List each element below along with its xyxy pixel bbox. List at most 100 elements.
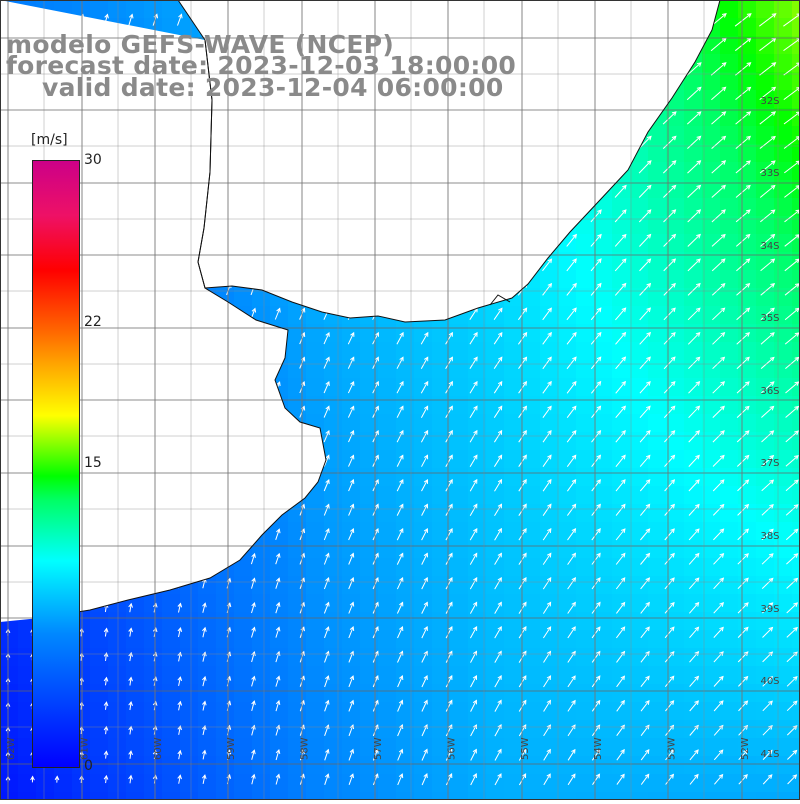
wind-speed-cell — [738, 108, 757, 127]
wind-speed-cell — [630, 162, 649, 181]
wind-speed-cell — [738, 0, 757, 19]
wind-speed-cell — [594, 288, 613, 307]
wind-speed-cell — [756, 108, 775, 127]
wind-speed-cell — [522, 486, 541, 505]
wind-speed-cell — [756, 396, 775, 415]
wind-speed-cell — [234, 774, 253, 793]
wind-speed-cell — [756, 486, 775, 505]
wind-speed-cell — [504, 792, 523, 800]
wind-speed-cell — [612, 234, 631, 253]
wind-speed-cell — [738, 630, 757, 649]
wind-speed-cell — [738, 198, 757, 217]
wind-speed-cell — [684, 576, 703, 595]
wind-speed-cell — [378, 576, 397, 595]
wind-speed-cell — [486, 558, 505, 577]
wind-speed-cell — [108, 648, 127, 667]
wind-speed-cell — [774, 36, 793, 55]
wind-speed-cell — [360, 432, 379, 451]
wind-speed-cell — [612, 468, 631, 487]
wind-speed-cell — [648, 720, 667, 739]
wind-speed-cell — [666, 792, 685, 800]
wind-speed-cell — [648, 504, 667, 523]
wind-speed-cell — [306, 648, 325, 667]
wind-speed-cell — [558, 792, 577, 800]
wind-speed-cell — [774, 54, 793, 73]
wind-speed-cell — [270, 684, 289, 703]
wind-speed-cell — [342, 576, 361, 595]
wind-speed-cell — [504, 612, 523, 631]
wind-speed-cell — [576, 378, 595, 397]
wind-speed-cell — [684, 486, 703, 505]
wind-speed-cell — [648, 234, 667, 253]
wind-speed-cell — [198, 792, 217, 800]
wind-speed-cell — [648, 162, 667, 181]
wind-speed-cell — [648, 738, 667, 757]
wind-speed-cell — [234, 288, 253, 307]
wind-speed-cell — [198, 738, 217, 757]
wind-speed-cell — [378, 396, 397, 415]
wind-speed-cell — [540, 450, 559, 469]
wind-speed-cell — [576, 774, 595, 793]
wind-speed-cell — [738, 720, 757, 739]
wind-speed-cell — [270, 792, 289, 800]
wind-speed-cell — [702, 522, 721, 541]
wind-speed-cell — [612, 270, 631, 289]
wind-speed-cell — [792, 360, 800, 379]
wind-speed-cell — [738, 396, 757, 415]
wind-speed-cell — [360, 414, 379, 433]
wind-speed-cell — [216, 792, 235, 800]
wind-speed-cell — [378, 414, 397, 433]
latitude-label: 33S — [760, 168, 779, 179]
wind-speed-cell — [666, 684, 685, 703]
wind-speed-cell — [648, 774, 667, 793]
wind-speed-cell — [288, 648, 307, 667]
wind-speed-cell — [648, 432, 667, 451]
wind-speed-cell — [324, 774, 343, 793]
wind-speed-cell — [648, 288, 667, 307]
wind-speed-cell — [396, 432, 415, 451]
wind-speed-cell — [360, 558, 379, 577]
wind-speed-cell — [702, 450, 721, 469]
wind-speed-cell — [630, 594, 649, 613]
wind-speed-cell — [414, 360, 433, 379]
wind-speed-cell — [522, 360, 541, 379]
wind-speed-cell — [504, 594, 523, 613]
wind-speed-cell — [702, 378, 721, 397]
wind-speed-cell — [684, 594, 703, 613]
wind-speed-cell — [648, 342, 667, 361]
wind-speed-cell — [594, 522, 613, 541]
wind-speed-cell — [522, 432, 541, 451]
wind-speed-cell — [522, 720, 541, 739]
wind-speed-cell — [756, 648, 775, 667]
wind-speed-cell — [576, 684, 595, 703]
wind-speed-cell — [648, 630, 667, 649]
wind-speed-cell — [468, 792, 487, 800]
wind-speed-cell — [414, 738, 433, 757]
wind-speed-cell — [198, 756, 217, 775]
wind-speed-cell — [648, 360, 667, 379]
wind-speed-cell — [360, 594, 379, 613]
wind-speed-cell — [774, 144, 793, 163]
wind-speed-cell — [522, 414, 541, 433]
wind-speed-cell — [378, 558, 397, 577]
wind-speed-cell — [540, 792, 559, 800]
wind-speed-cell — [414, 378, 433, 397]
wind-speed-cell — [180, 684, 199, 703]
wind-speed-cell — [450, 414, 469, 433]
wind-speed-cell — [684, 792, 703, 800]
wind-speed-cell — [378, 324, 397, 343]
wind-speed-cell — [324, 684, 343, 703]
wind-speed-cell — [666, 486, 685, 505]
wind-speed-cell — [792, 486, 800, 505]
wind-speed-cell — [468, 666, 487, 685]
colorbar-tick-label: 0 — [84, 758, 93, 774]
wind-speed-cell — [576, 576, 595, 595]
wind-speed-cell — [774, 774, 793, 793]
wind-speed-cell — [630, 342, 649, 361]
wind-speed-cell — [720, 144, 739, 163]
wind-speed-cell — [180, 612, 199, 631]
wind-speed-cell — [684, 756, 703, 775]
wind-speed-cell — [648, 144, 667, 163]
wind-speed-cell — [216, 648, 235, 667]
wind-speed-cell — [738, 360, 757, 379]
